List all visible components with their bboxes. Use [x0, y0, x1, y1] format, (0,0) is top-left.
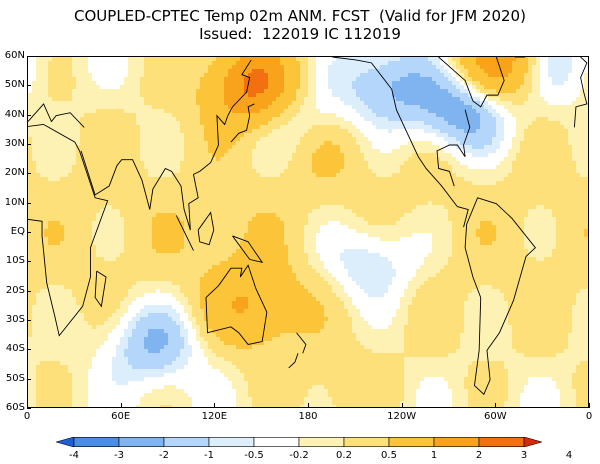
- lon-tick: [308, 403, 309, 408]
- colorbar-tick-label: 3: [520, 450, 528, 461]
- colorbar-tick-label: 4: [565, 450, 573, 461]
- colorbar-tick-label: -3: [114, 450, 124, 461]
- colorbar-tick-label: 2: [475, 450, 483, 461]
- lat-tick: [27, 85, 31, 87]
- lat-tick-label: 40S: [5, 343, 25, 355]
- colorbar-tick-label: -1: [204, 450, 214, 461]
- coastline: [436, 109, 471, 187]
- lon-tick-label: 0: [585, 411, 593, 422]
- lat-tick-label: 60N: [4, 50, 25, 61]
- colorbar-bin: [118, 437, 165, 447]
- lat-tick-label: 40N: [4, 108, 25, 120]
- coastline: [438, 57, 505, 108]
- lat-tick: [27, 202, 31, 204]
- colorbar-tick-label: 0.5: [381, 450, 397, 461]
- coastline: [197, 211, 215, 246]
- lat-tick-label: 10S: [5, 255, 25, 267]
- coastline: [175, 215, 194, 251]
- chart-subtitle: Issued: 122019 IC 112019: [199, 25, 401, 43]
- lat-tick-label: 60S: [5, 402, 25, 413]
- lon-tick: [214, 403, 216, 408]
- coastline: [288, 353, 299, 369]
- coastline: [296, 332, 307, 354]
- colorbar-tick-label: -2: [159, 450, 169, 461]
- lat-tick-label: 30N: [4, 138, 25, 149]
- coastline: [28, 103, 85, 128]
- colorbar-tick-label: 0.2: [336, 450, 352, 461]
- colorbar-bin: [478, 437, 525, 447]
- lat-tick: [27, 232, 31, 233]
- lon-tick: [589, 403, 590, 408]
- colorbar-bin: [388, 437, 435, 447]
- colorbar-tick-label: -0.5: [244, 450, 264, 461]
- coastlines: [28, 57, 588, 396]
- colorbar: [56, 437, 542, 447]
- colorbar-bin: [163, 437, 210, 447]
- colorbar-bin: [253, 437, 300, 447]
- coastline: [94, 270, 107, 308]
- lat-tick: [27, 349, 31, 351]
- lat-tick-label: 20N: [4, 167, 25, 179]
- lat-tick-label: 20S: [5, 284, 25, 296]
- colorbar-tick-label: 1: [430, 450, 438, 461]
- lat-tick-label: EQ: [10, 226, 25, 237]
- lat-tick: [27, 144, 31, 145]
- lat-tick-label: 50S: [5, 372, 25, 384]
- lon-tick-label: 0: [23, 411, 31, 422]
- lat-tick: [27, 173, 31, 175]
- lon-tick-label: 120W: [387, 411, 417, 422]
- coastline: [205, 264, 268, 345]
- lat-tick: [27, 261, 31, 263]
- colorbar-bin: [298, 437, 345, 447]
- lat-tick-label: 10N: [4, 196, 25, 208]
- lon-tick-label: 180: [298, 411, 318, 422]
- coastline: [80, 59, 252, 231]
- colorbar-bin: [433, 437, 480, 447]
- lat-tick-label: 30S: [5, 314, 25, 325]
- colorbar-bin: [208, 437, 255, 447]
- map-canvas: [28, 57, 588, 407]
- anomaly-field: [28, 57, 588, 407]
- lat-tick: [27, 408, 31, 409]
- coastline: [230, 103, 255, 143]
- colorbar-bin: [343, 437, 390, 447]
- lat-tick: [27, 320, 31, 321]
- lon-tick-label: 60E: [111, 411, 131, 422]
- lon-tick: [120, 403, 122, 408]
- coastline: [232, 235, 264, 264]
- coastline: [28, 124, 109, 337]
- coastline: [573, 57, 588, 128]
- lon-tick: [495, 403, 497, 408]
- colorbar-max-arrow: [523, 437, 542, 447]
- colorbar-tick-label: -0.2: [289, 450, 309, 461]
- anomaly-map: [27, 56, 589, 408]
- lon-tick-label: 60W: [484, 411, 507, 422]
- lon-tick-label: 120E: [201, 411, 228, 422]
- lon-tick: [27, 403, 28, 408]
- lat-tick: [27, 378, 31, 380]
- colorbar-min-arrow: [56, 437, 75, 447]
- chart-title: COUPLED-CPTEC Temp 02m ANM. FCST (Valid …: [74, 7, 526, 25]
- lat-tick: [27, 56, 31, 57]
- lat-tick-label: 50N: [4, 79, 25, 91]
- coastline: [332, 57, 469, 228]
- lat-tick: [27, 290, 31, 292]
- colorbar-bin: [73, 437, 120, 447]
- lat-tick: [27, 114, 31, 116]
- coastline: [464, 197, 536, 396]
- lon-tick: [401, 403, 403, 408]
- colorbar-tick-label: -4: [69, 450, 79, 461]
